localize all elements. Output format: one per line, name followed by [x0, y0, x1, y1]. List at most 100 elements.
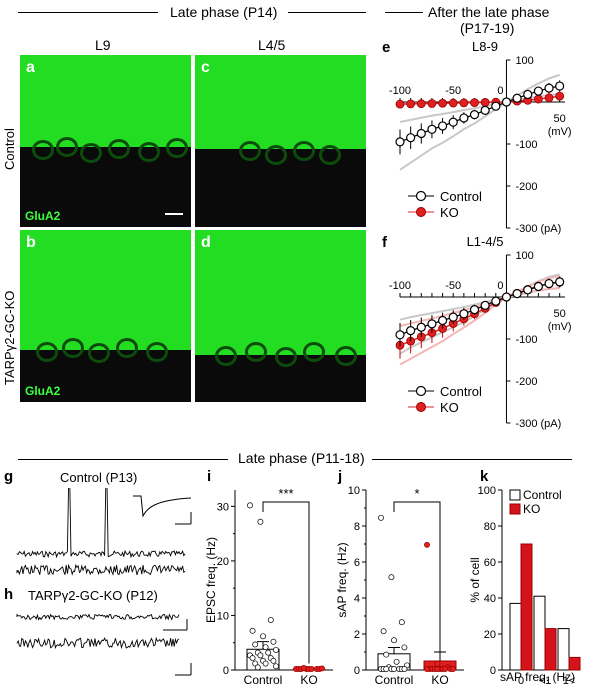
y-tick-label: 100 — [515, 55, 533, 67]
data-point-control — [491, 101, 501, 111]
x-tick-label: KO — [431, 673, 448, 685]
data-point-control — [427, 319, 437, 329]
x-tick-label: -100 — [389, 280, 411, 292]
y-tick-label: 0 — [490, 665, 496, 677]
data-point — [424, 541, 430, 548]
data-point-control — [406, 325, 416, 336]
panel-letter-k: k — [480, 468, 489, 485]
legend-label-ko: KO — [523, 502, 540, 516]
x-tick-label: 0 — [518, 675, 524, 685]
data-point — [270, 638, 277, 645]
data-point-ko — [533, 94, 543, 104]
y-tick-label: 60 — [484, 557, 496, 569]
data-point — [391, 637, 397, 644]
data-point — [249, 627, 256, 634]
epsc-inset — [133, 495, 192, 518]
control-cell-trace — [399, 93, 560, 123]
scale-bar — [165, 213, 183, 215]
micrograph-b: b GluA2 — [20, 230, 191, 402]
y-tick-label: 80 — [484, 521, 496, 533]
ko-cell-trace — [399, 275, 560, 366]
x-unit-label: (mV) — [548, 126, 572, 138]
data-point-control — [544, 278, 554, 289]
header-rule-bottom-b — [372, 459, 572, 460]
x-tick-label: 0 — [497, 85, 503, 97]
x-tick-label: KO — [300, 673, 317, 685]
significance-bracket — [393, 501, 441, 655]
data-point — [273, 646, 279, 653]
bar-ko-1 — [544, 628, 557, 671]
data-point-control — [469, 109, 480, 120]
data-point-control — [469, 304, 480, 315]
data-point-control — [512, 93, 522, 103]
data-point-control — [459, 309, 469, 319]
legend-marker-control — [415, 190, 427, 202]
trace-h — [16, 613, 192, 676]
y-tick-label: -200 — [515, 376, 537, 388]
data-point-control — [533, 281, 543, 292]
y-tick-label: -300 (pA) — [515, 223, 561, 235]
bar-chart-i: 0 10 20 30 EPSC freq. (Hz) Control KO *** — [205, 486, 333, 685]
data-point-ko — [448, 98, 458, 108]
header-p17-19: (P17-19) — [460, 20, 515, 36]
data-point — [249, 655, 256, 662]
legend-label-control: Control — [440, 384, 482, 399]
x-tick-label: Control — [244, 673, 283, 685]
data-point-control — [437, 315, 448, 326]
data-point-ko — [544, 93, 554, 103]
bar-ko-0 — [520, 543, 533, 671]
legend-swatch-ko — [509, 503, 521, 515]
chart-title-e: L8-9 — [472, 39, 498, 54]
y-axis-label: EPSC freq. (Hz) — [205, 537, 218, 623]
control-cell-trace — [399, 286, 560, 321]
panel-letter-a: a — [26, 59, 35, 76]
x-tick-label: -50 — [445, 85, 461, 97]
col-label-l9: L9 — [95, 37, 111, 53]
y-tick-label: 0 — [223, 665, 229, 677]
data-point-control — [523, 89, 533, 100]
glua2-label-a: GluA2 — [25, 209, 61, 223]
legend-label-ko: KO — [440, 205, 459, 220]
y-tick-label: 10 — [348, 485, 360, 497]
data-point-ko — [438, 98, 447, 108]
y-axis-label: % of cell — [470, 557, 482, 602]
y-tick-label: -200 — [515, 181, 537, 193]
data-point — [257, 518, 264, 525]
series-line-control — [399, 85, 560, 143]
data-point — [247, 502, 253, 509]
data-point-ko — [470, 98, 479, 108]
col-label-l45: L4/5 — [258, 37, 286, 53]
legend-marker-control — [415, 385, 427, 397]
y-tick-label: 30 — [217, 501, 229, 513]
trace-g — [16, 488, 192, 576]
data-point-ko — [555, 91, 565, 101]
x-tick-label: -50 — [445, 280, 461, 292]
data-point-control — [395, 330, 405, 340]
trace-title-h: TARPγ2-GC-KO (P12) — [28, 588, 158, 603]
y-tick-label: 4 — [354, 593, 360, 605]
data-point-ko — [406, 99, 416, 109]
data-point — [257, 652, 264, 659]
legend-marker-ko — [416, 207, 426, 217]
trace-upper-g — [16, 488, 186, 559]
data-point — [393, 658, 400, 665]
ko-cell-trace — [399, 287, 560, 327]
data-point-control — [416, 322, 426, 332]
data-point — [398, 619, 405, 626]
header-after-late-phase: After the late phase — [428, 4, 550, 20]
significance-label: * — [414, 486, 419, 501]
y-tick-label: 40 — [484, 593, 496, 605]
bar-ko-2 — [568, 656, 581, 671]
micrograph-c: c — [195, 55, 366, 227]
x-tick-label: 1< — [563, 675, 576, 685]
y-tick-label: 20 — [484, 629, 496, 641]
iv-chart-e: e L8-9 -100 -50 0 50(mV) 100 -100 -200 -300 (pA) C… — [382, 39, 572, 235]
x-axis-label-k: sAP freq. (Hz) — [500, 670, 576, 684]
y-tick-label: 10 — [217, 610, 229, 622]
y-tick-label: 8 — [354, 521, 360, 533]
data-point-control — [512, 289, 522, 299]
micrograph-d: d — [195, 230, 366, 402]
significance-label: *** — [278, 486, 293, 501]
y-tick-label: 20 — [217, 556, 229, 568]
data-point-control — [406, 133, 416, 143]
